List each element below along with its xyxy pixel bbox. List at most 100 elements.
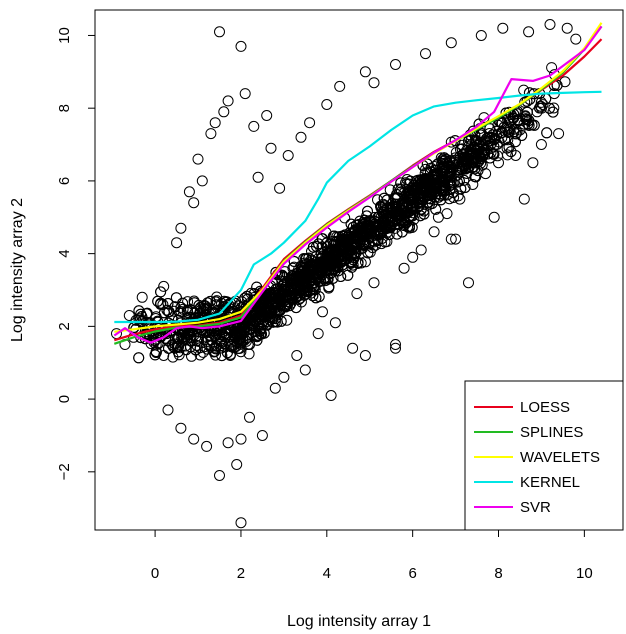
scatter-point bbox=[244, 411, 255, 423]
scatter-point bbox=[553, 128, 565, 140]
scatter-point bbox=[172, 346, 184, 358]
scatter-point bbox=[267, 316, 279, 328]
scatter-point bbox=[561, 22, 573, 34]
scatter-point bbox=[459, 182, 471, 193]
scatter-point bbox=[415, 177, 427, 189]
scatter-point bbox=[535, 139, 547, 150]
scatter-point bbox=[162, 335, 174, 347]
series-line-svr bbox=[113, 25, 603, 344]
scatter-point bbox=[439, 185, 451, 197]
series-line-loess bbox=[113, 38, 603, 342]
legend-label-splines: SPLINES bbox=[520, 424, 583, 441]
scatter-point bbox=[390, 59, 401, 70]
scatter-point bbox=[218, 106, 230, 118]
scatter-point bbox=[197, 346, 209, 358]
x-tick-label: 2 bbox=[237, 565, 245, 582]
scatter-point bbox=[559, 76, 571, 88]
scatter-point bbox=[445, 37, 457, 49]
y-axis: −2 0 2 4 6 8 10 bbox=[56, 27, 96, 480]
scatter-point bbox=[205, 128, 217, 140]
scatter-point bbox=[188, 197, 200, 209]
scatter-point bbox=[282, 150, 294, 161]
scatter-point bbox=[398, 262, 410, 274]
scatter-point bbox=[368, 77, 380, 89]
scatter-point bbox=[406, 193, 417, 205]
scatter-point bbox=[548, 102, 560, 114]
scatter-point bbox=[503, 141, 515, 153]
scatter-point bbox=[376, 238, 387, 250]
scatter-point bbox=[171, 237, 183, 249]
scatter-point bbox=[546, 62, 558, 74]
scatter-point bbox=[450, 154, 462, 166]
scatter-point bbox=[471, 140, 483, 151]
scatter-point bbox=[302, 264, 314, 275]
scatter-point bbox=[150, 347, 162, 358]
scatter-point bbox=[449, 135, 461, 147]
scatter-point bbox=[256, 328, 267, 340]
scatter-point bbox=[516, 130, 528, 141]
scatter-point bbox=[570, 33, 582, 45]
scatter-point bbox=[381, 203, 393, 215]
scatter-point bbox=[334, 80, 346, 92]
scatter-point bbox=[269, 382, 281, 394]
scatter-point bbox=[136, 291, 148, 303]
scatter-point bbox=[222, 95, 234, 107]
y-tick-label: 6 bbox=[56, 177, 73, 185]
scatter-point bbox=[520, 113, 532, 125]
scatter-point bbox=[278, 283, 289, 295]
scatter-point bbox=[183, 186, 195, 198]
scatter-point bbox=[295, 131, 307, 143]
scatter-point bbox=[313, 267, 324, 279]
scatter-point bbox=[158, 280, 170, 292]
x-tick-label: 10 bbox=[576, 565, 593, 582]
x-tick-label: 4 bbox=[323, 565, 331, 582]
scatter-point bbox=[540, 93, 552, 105]
scatter-point bbox=[474, 150, 486, 162]
scatter-point bbox=[216, 328, 228, 340]
scatter-point bbox=[420, 48, 431, 60]
scatter-point bbox=[276, 269, 288, 281]
scatter-point bbox=[209, 117, 221, 129]
legend: LOESS SPLINES WAVELETS KERNEL SVR bbox=[464, 380, 624, 531]
scatter-point bbox=[338, 239, 350, 251]
scatter-point bbox=[467, 179, 479, 190]
scatter-point bbox=[428, 226, 440, 238]
scatter-point bbox=[441, 163, 453, 174]
scatter-point bbox=[214, 306, 226, 318]
scatter-point bbox=[364, 215, 376, 227]
scatter-point bbox=[535, 100, 547, 112]
scatter-point bbox=[321, 241, 333, 253]
scatter-point bbox=[390, 339, 401, 350]
scatter-point bbox=[466, 162, 478, 174]
scatter-point bbox=[328, 230, 340, 242]
y-axis-title: Log intensity array 2 bbox=[9, 198, 26, 342]
scatter-point bbox=[293, 285, 305, 297]
scatter-point bbox=[345, 257, 357, 269]
scatter-point bbox=[317, 306, 328, 318]
scatter-point bbox=[231, 459, 243, 470]
scatter-point bbox=[488, 211, 500, 223]
scatter-point bbox=[493, 157, 504, 169]
scatter-point bbox=[415, 184, 427, 196]
scatter-point bbox=[437, 173, 449, 185]
series-line-wavelets bbox=[114, 22, 603, 333]
scatter-point bbox=[469, 141, 480, 153]
scatter-point bbox=[321, 99, 333, 110]
scatter-point bbox=[235, 433, 247, 445]
scatter-point bbox=[214, 470, 225, 481]
scatter-point bbox=[322, 273, 334, 285]
scatter-point bbox=[300, 269, 312, 281]
scatter-point bbox=[407, 251, 419, 263]
scatter-point bbox=[518, 84, 530, 96]
scatter-point bbox=[541, 127, 553, 139]
scatter-point bbox=[450, 233, 462, 245]
scatter-point bbox=[252, 171, 264, 183]
scatter-point bbox=[235, 517, 247, 529]
scatter-point bbox=[475, 30, 487, 41]
scatter-point bbox=[349, 225, 361, 237]
scatter-point bbox=[271, 316, 283, 328]
scatter-point bbox=[364, 223, 376, 235]
scatter-point bbox=[169, 342, 181, 354]
legend-label-wavelets: WAVELETS bbox=[520, 449, 600, 466]
scatter-point bbox=[425, 187, 437, 199]
